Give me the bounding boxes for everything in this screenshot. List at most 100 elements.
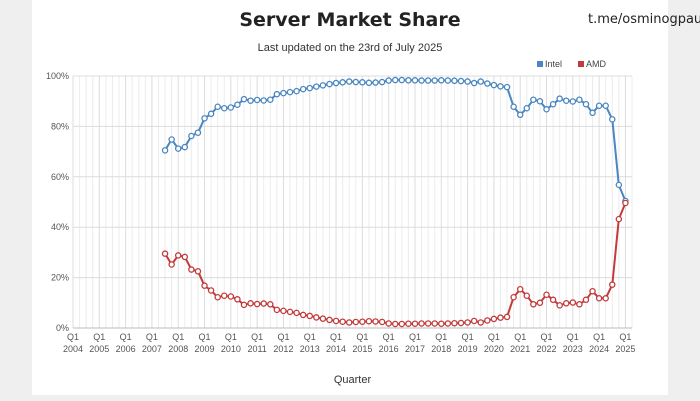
data-point-amd <box>293 309 300 317</box>
data-point-intel <box>273 90 281 98</box>
data-point-amd <box>332 317 340 325</box>
x-tick-label-quarter: Q1 <box>593 332 605 342</box>
data-point-amd <box>174 252 182 259</box>
legend-swatch-intel <box>537 61 543 67</box>
data-point-intel <box>286 88 294 96</box>
data-point-intel <box>352 78 360 86</box>
data-point-intel <box>503 83 511 91</box>
y-tick-label: 40% <box>51 222 69 232</box>
data-point-amd <box>523 292 531 299</box>
data-point-intel <box>609 116 616 123</box>
data-point-intel <box>477 78 484 85</box>
x-tick-label-quarter: Q1 <box>251 332 263 342</box>
data-point-amd <box>378 318 386 326</box>
data-point-intel <box>267 96 274 103</box>
data-point-amd <box>247 300 254 307</box>
x-tick-label-year: 2004 <box>63 344 83 354</box>
data-point-amd <box>194 268 202 275</box>
data-point-intel <box>253 96 261 104</box>
x-tick-label-quarter: Q1 <box>304 332 316 342</box>
x-axis-title: Quarter <box>334 374 372 386</box>
data-point-amd <box>214 294 221 301</box>
data-point-intel <box>490 81 498 89</box>
x-tick-label-year: 2007 <box>142 344 162 354</box>
data-point-intel <box>595 102 603 109</box>
x-tick-label-year: 2020 <box>484 344 504 354</box>
data-point-amd <box>234 296 241 303</box>
data-point-amd <box>352 318 360 326</box>
data-point-intel <box>201 115 208 122</box>
data-point-amd <box>530 301 537 308</box>
y-tick-label: 60% <box>51 172 69 182</box>
x-tick-label-year: 2013 <box>300 344 320 354</box>
data-point-amd <box>365 317 373 325</box>
data-point-intel <box>365 79 373 87</box>
data-point-intel <box>556 95 563 102</box>
x-tick-label-quarter: Q1 <box>120 332 132 342</box>
data-point-amd <box>372 318 379 325</box>
data-point-amd <box>306 312 314 320</box>
data-point-intel <box>464 78 471 85</box>
data-point-intel <box>299 85 307 93</box>
author-handle: t.me/osminogpaul31 <box>588 12 700 27</box>
data-point-amd <box>405 320 412 327</box>
data-point-amd <box>622 199 629 207</box>
chart-card: Server Market Share Last updated on the … <box>32 0 700 395</box>
data-point-intel <box>240 95 248 103</box>
data-point-amd <box>536 299 544 307</box>
data-point-amd <box>267 301 274 308</box>
data-point-amd <box>326 316 333 324</box>
x-tick-label-quarter: Q1 <box>488 332 500 342</box>
x-tick-label-year: 2006 <box>116 344 136 354</box>
data-point-amd <box>398 320 406 328</box>
data-point-amd <box>280 307 287 315</box>
data-point-amd <box>385 320 392 327</box>
data-point-amd <box>240 301 248 309</box>
data-point-amd <box>345 319 353 326</box>
data-point-intel <box>260 97 267 104</box>
data-point-intel <box>293 87 300 95</box>
x-tick-label-year: 2022 <box>536 344 556 354</box>
x-tick-label-quarter: Q1 <box>225 332 237 342</box>
x-tick-label-year: 2024 <box>589 344 609 354</box>
x-tick-label-quarter: Q1 <box>567 332 579 342</box>
x-tick-label-quarter: Q1 <box>199 332 211 342</box>
data-point-amd <box>299 311 307 319</box>
data-point-intel <box>497 83 504 90</box>
data-point-intel <box>549 100 557 108</box>
data-point-intel <box>326 80 333 88</box>
data-point-amd <box>260 300 267 307</box>
x-tick-label-year: 2016 <box>379 344 399 354</box>
data-point-intel <box>280 89 287 97</box>
data-point-intel <box>188 132 195 140</box>
data-point-intel <box>391 76 399 84</box>
data-point-amd <box>484 317 491 324</box>
y-tick-label: 20% <box>51 273 69 283</box>
data-point-amd <box>477 319 484 326</box>
data-point-amd <box>313 314 320 321</box>
data-point-amd <box>444 320 452 327</box>
x-tick-label-quarter: Q1 <box>93 332 105 342</box>
data-point-intel <box>602 102 609 109</box>
data-point-intel <box>227 104 235 111</box>
chart-subtitle: Last updated on the 23rd of July 2025 <box>257 42 443 54</box>
data-point-amd <box>181 253 189 261</box>
data-point-intel <box>313 83 320 90</box>
data-point-intel <box>372 79 379 86</box>
legend-label-intel: Intel <box>545 59 562 69</box>
data-point-amd <box>201 282 208 289</box>
data-point-amd <box>576 301 583 308</box>
x-tick-label-quarter: Q1 <box>435 332 447 342</box>
data-point-intel <box>543 106 550 113</box>
data-point-amd <box>273 306 281 314</box>
data-point-intel <box>398 76 406 84</box>
x-tick-label-year: 2011 <box>247 344 266 354</box>
data-point-intel <box>457 77 465 85</box>
data-point-intel <box>405 77 412 84</box>
data-point-intel <box>589 109 596 117</box>
data-point-amd <box>602 295 609 302</box>
data-point-intel <box>523 105 531 112</box>
data-point-amd <box>543 291 550 298</box>
x-tick-label-quarter: Q1 <box>330 332 342 342</box>
chart-title: Server Market Share <box>239 9 461 31</box>
